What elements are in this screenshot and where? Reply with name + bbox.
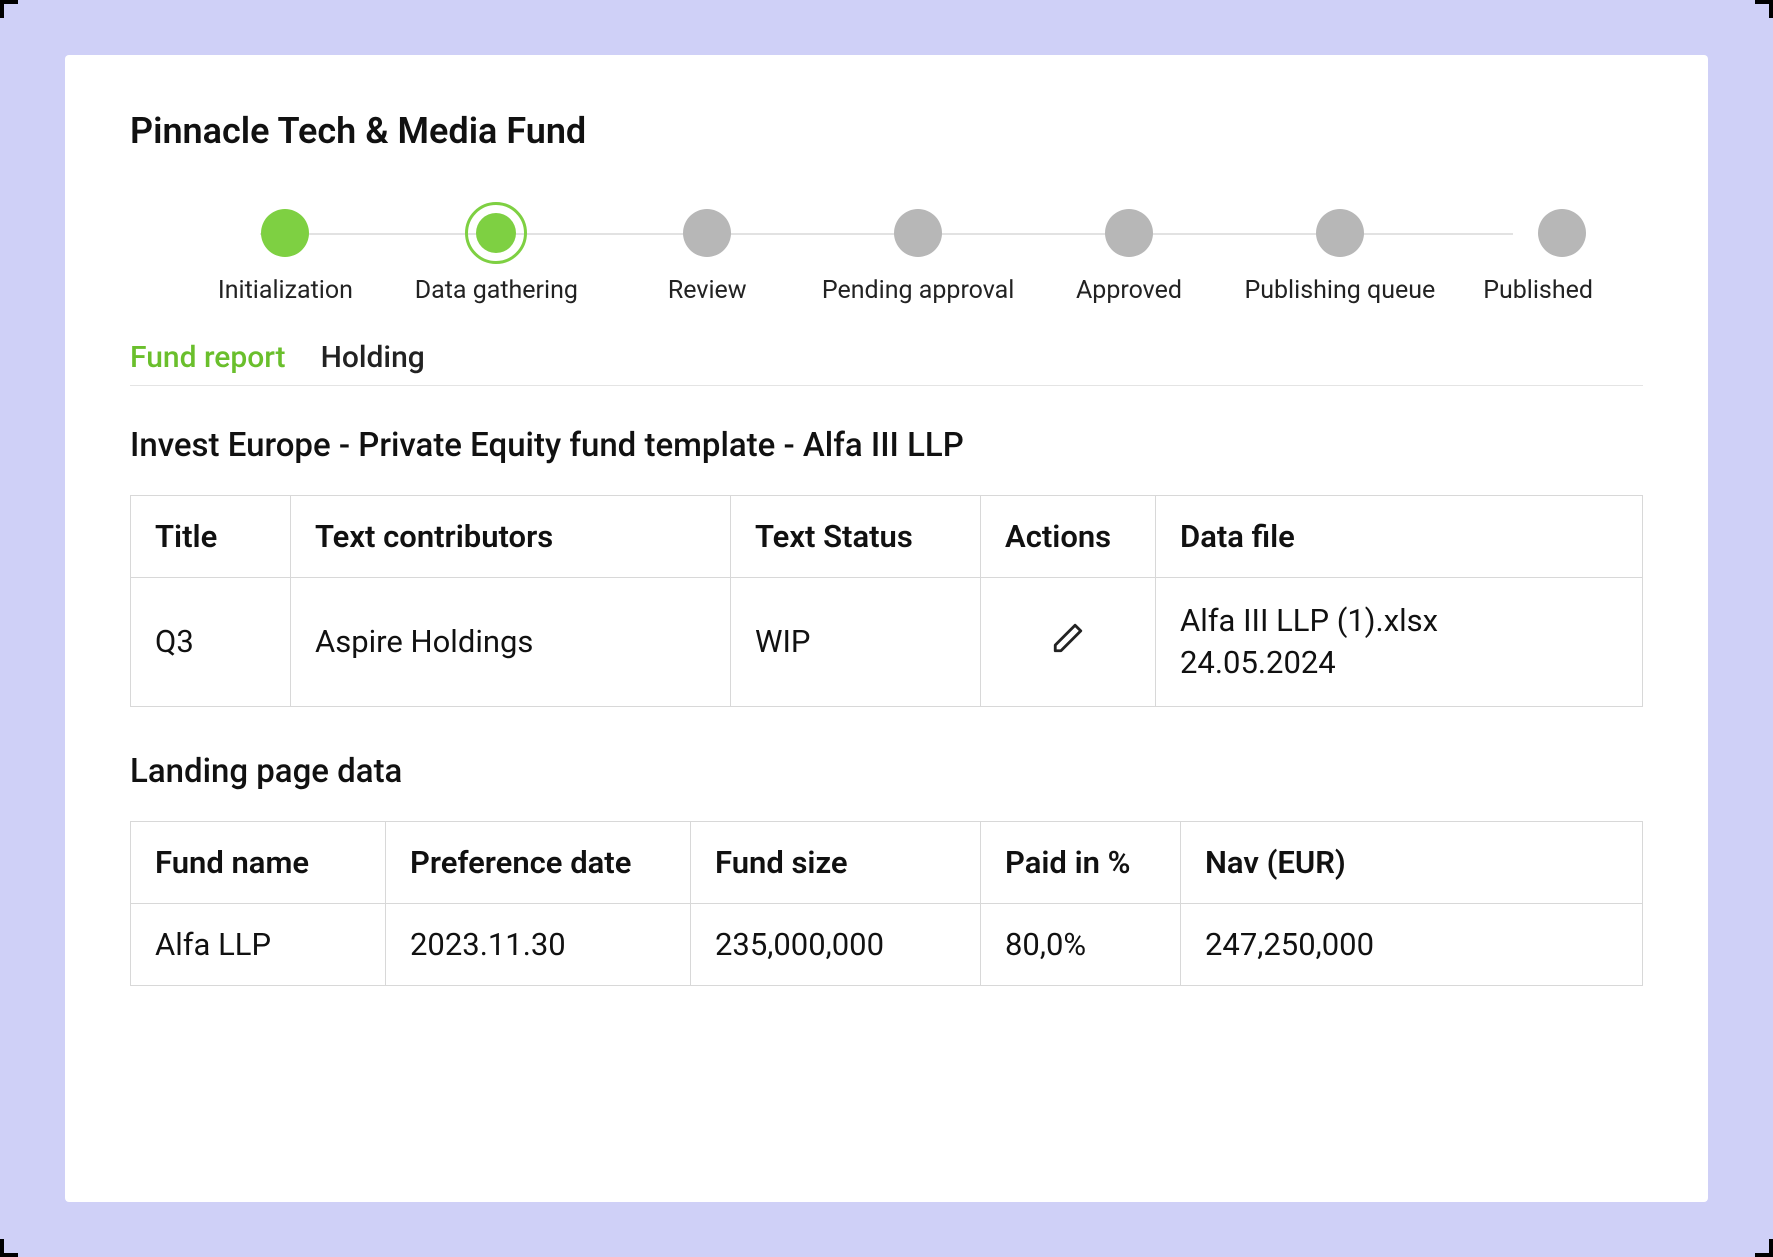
step-dot-icon (476, 213, 516, 253)
table-row: Alfa LLP 2023.11.30 235,000,000 80,0% 24… (131, 903, 1643, 985)
table-row: Q3 Aspire Holdings WIP Alfa III LLP (1).… (131, 578, 1643, 707)
page-title: Pinnacle Tech & Media Fund (130, 110, 1643, 152)
col-title: Title (131, 496, 291, 578)
step-label: Review (668, 276, 747, 305)
cell-status: WIP (731, 578, 981, 707)
step-dot-wrap (887, 202, 949, 264)
step-pending-approval[interactable]: Pending approval (813, 202, 1024, 305)
frame-corner (1755, 0, 1773, 18)
col-data-file: Data file (1156, 496, 1643, 578)
step-label: Published (1483, 276, 1593, 305)
step-dot-wrap (1309, 202, 1371, 264)
step-label: Pending approval (822, 276, 1014, 305)
frame-corner (0, 1239, 18, 1257)
cell-contributors: Aspire Holdings (291, 578, 731, 707)
cell-paid-in-pct: 80,0% (981, 903, 1181, 985)
data-file-date: 24.05.2024 (1180, 642, 1618, 684)
landing-section-title: Landing page data (130, 752, 1643, 791)
cell-data-file[interactable]: Alfa III LLP (1).xlsx 24.05.2024 (1156, 578, 1643, 707)
step-dot-icon (1316, 209, 1364, 257)
step-label: Publishing queue (1244, 276, 1435, 305)
col-actions: Actions (981, 496, 1156, 578)
data-file-name: Alfa III LLP (1).xlsx (1180, 600, 1618, 642)
cell-fund-size: 235,000,000 (691, 903, 981, 985)
template-table: Title Text contributors Text Status Acti… (130, 495, 1643, 707)
step-initialization[interactable]: Initialization (180, 202, 391, 305)
edit-icon[interactable] (1051, 626, 1085, 663)
col-status: Text Status (731, 496, 981, 578)
cell-nav-eur: 247,250,000 (1181, 903, 1643, 985)
step-approved[interactable]: Approved (1024, 202, 1235, 305)
workflow-stepper: Initialization Data gathering Review Pen… (180, 202, 1593, 305)
tab-holding[interactable]: Holding (321, 340, 425, 385)
tab-bar: Fund report Holding (130, 340, 1643, 386)
step-dot-icon (1538, 209, 1586, 257)
cell-fund-name: Alfa LLP (131, 903, 386, 985)
frame-corner (1755, 1239, 1773, 1257)
col-preference-date: Preference date (386, 821, 691, 903)
col-fund-name: Fund name (131, 821, 386, 903)
cell-preference-date: 2023.11.30 (386, 903, 691, 985)
table-header-row: Fund name Preference date Fund size Paid… (131, 821, 1643, 903)
step-dot-wrap (1098, 202, 1160, 264)
step-dot-wrap (676, 202, 738, 264)
cell-actions (981, 578, 1156, 707)
step-data-gathering[interactable]: Data gathering (391, 202, 602, 305)
step-publishing-queue[interactable]: Publishing queue (1234, 202, 1445, 305)
step-dot-icon (683, 209, 731, 257)
step-dot-icon (261, 209, 309, 257)
step-review[interactable]: Review (602, 202, 813, 305)
step-dot-wrap (465, 202, 527, 264)
landing-table: Fund name Preference date Fund size Paid… (130, 821, 1643, 986)
step-label: Approved (1076, 276, 1182, 305)
step-published[interactable]: Published (1445, 202, 1593, 305)
template-section-title: Invest Europe - Private Equity fund temp… (130, 426, 1643, 465)
step-dot-wrap (254, 202, 316, 264)
step-dot-wrap (1531, 202, 1593, 264)
col-nav-eur: Nav (EUR) (1181, 821, 1643, 903)
step-label: Initialization (218, 276, 353, 305)
step-label: Data gathering (415, 276, 578, 305)
main-card: Pinnacle Tech & Media Fund Initializatio… (65, 55, 1708, 1202)
col-fund-size: Fund size (691, 821, 981, 903)
col-paid-in-pct: Paid in % (981, 821, 1181, 903)
step-dot-icon (894, 209, 942, 257)
step-dot-icon (1105, 209, 1153, 257)
col-contributors: Text contributors (291, 496, 731, 578)
table-header-row: Title Text contributors Text Status Acti… (131, 496, 1643, 578)
frame-corner (0, 0, 18, 18)
cell-title: Q3 (131, 578, 291, 707)
tab-fund-report[interactable]: Fund report (130, 340, 286, 385)
